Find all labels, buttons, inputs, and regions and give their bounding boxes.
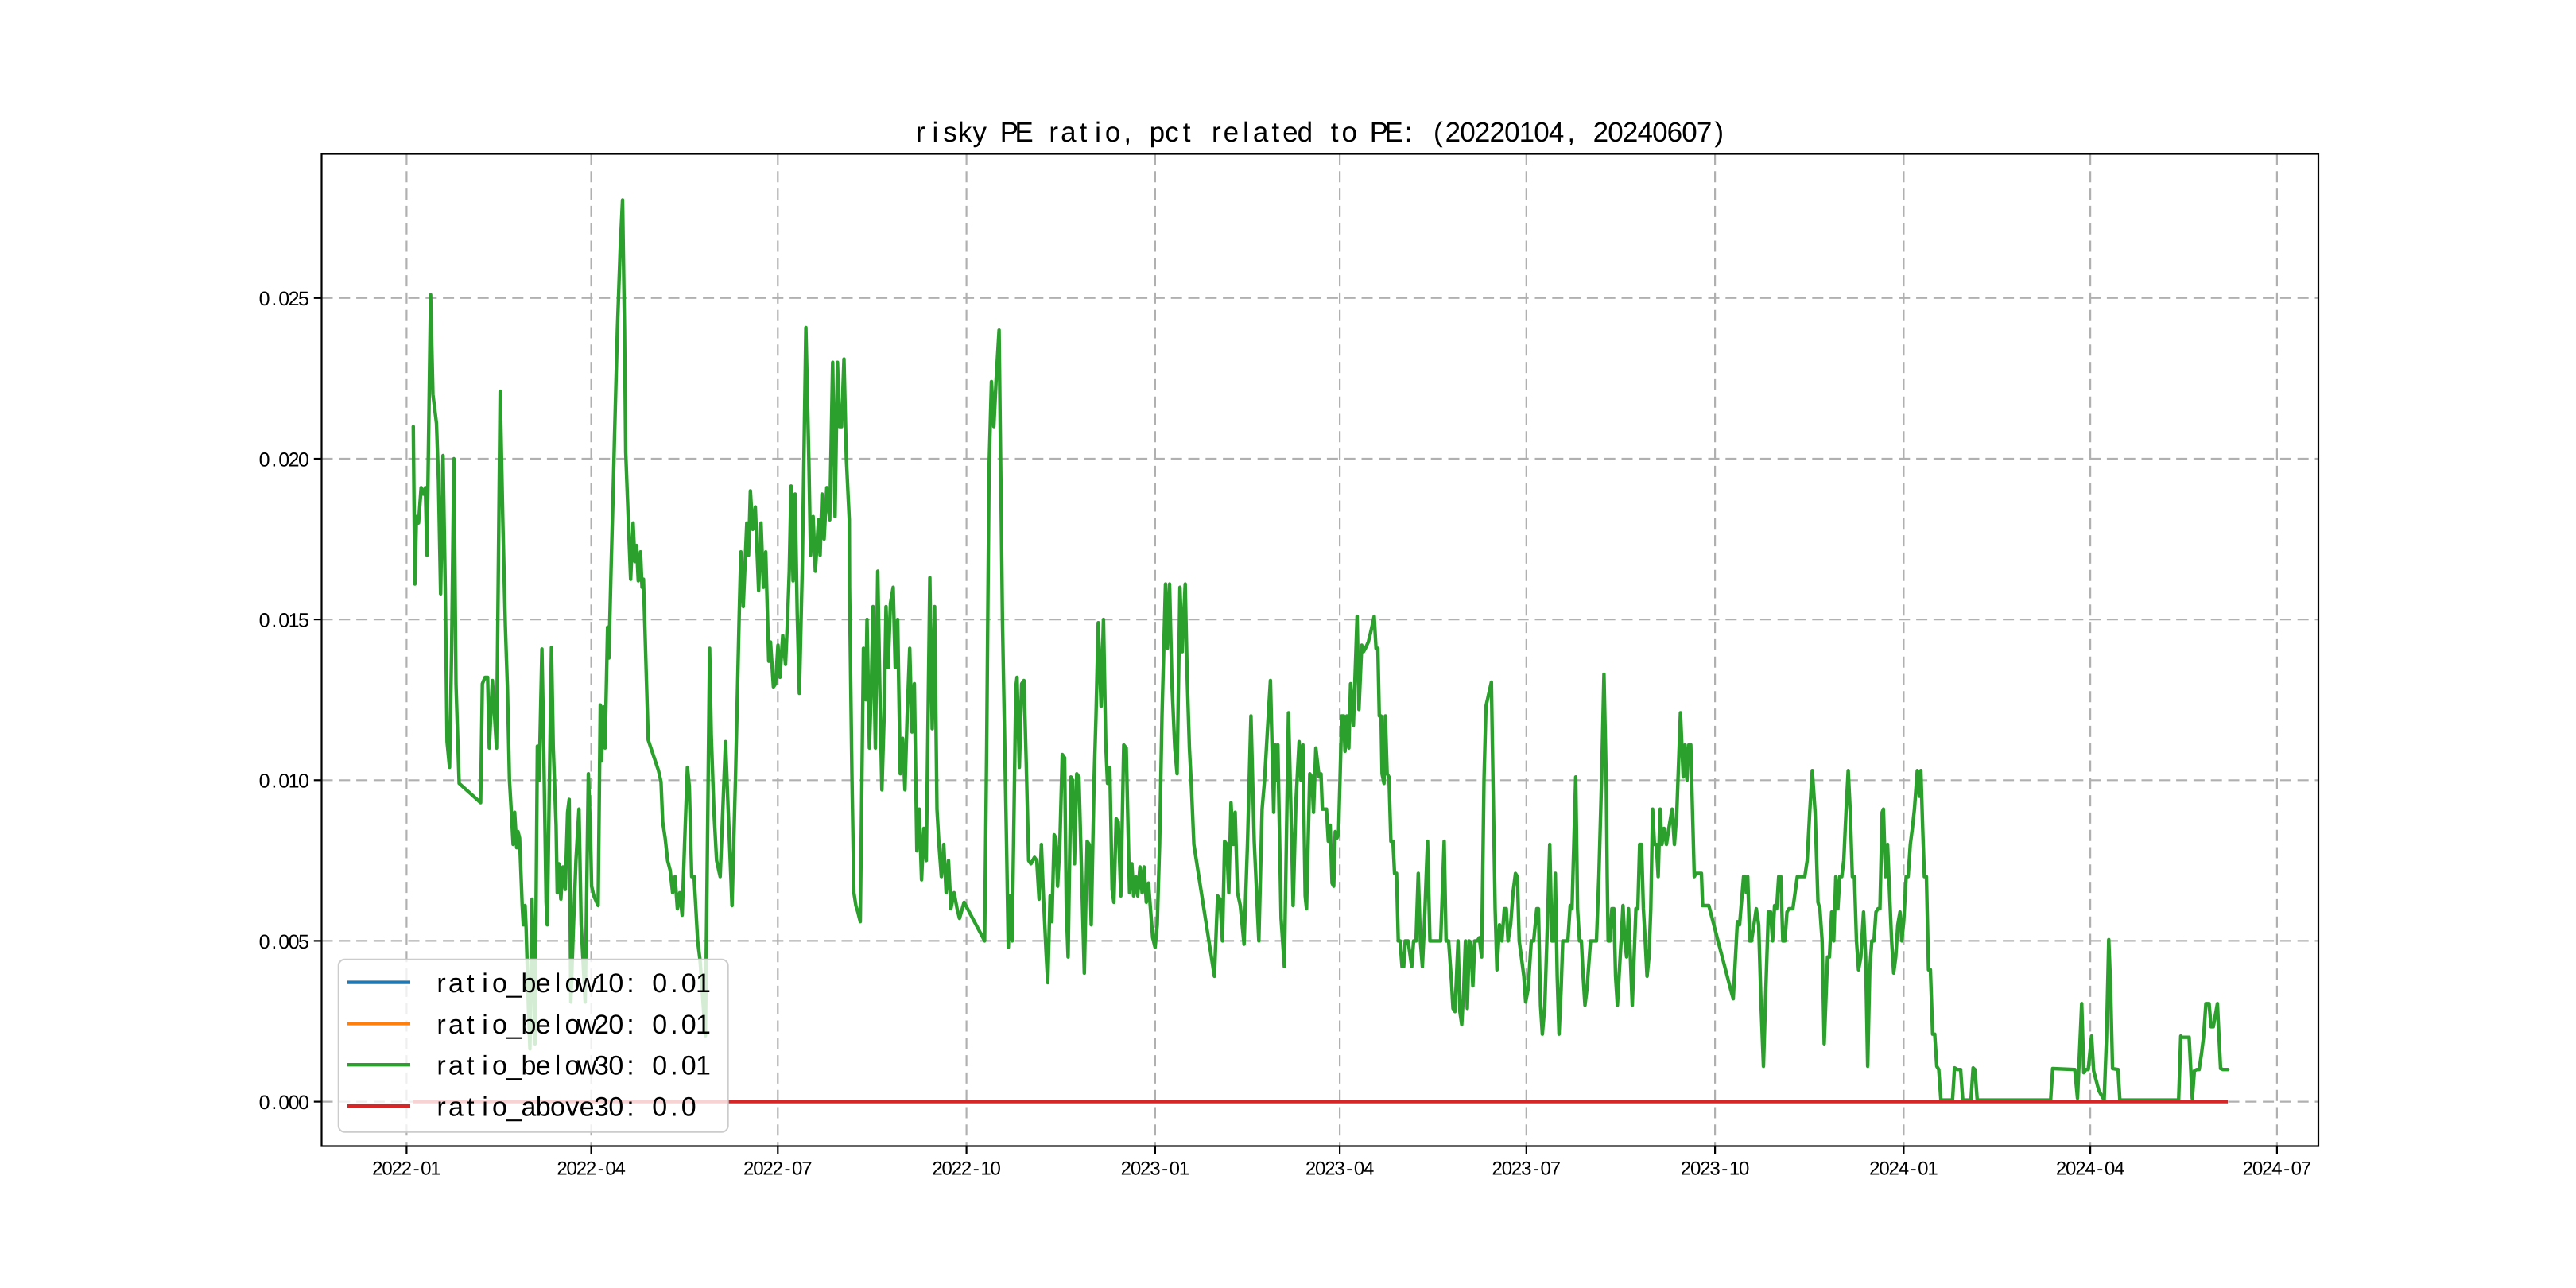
svg-text:0.000: 0.000	[259, 1092, 309, 1114]
svg-text:2022-01: 2022-01	[372, 1158, 441, 1180]
svg-text:risky PE ratio, pct related to: risky PE ratio, pct related to PE: (2022…	[916, 117, 1724, 148]
svg-text:0.005: 0.005	[259, 931, 309, 953]
svg-text:0.015: 0.015	[259, 610, 309, 632]
svg-text:ratio_below20: 0.01: ratio_below20: 0.01	[436, 1010, 711, 1040]
svg-text:2024-01: 2024-01	[1869, 1158, 1938, 1180]
svg-text:2023-01: 2023-01	[1121, 1158, 1190, 1180]
svg-text:0.010: 0.010	[259, 770, 309, 793]
svg-text:2024-04: 2024-04	[2056, 1158, 2125, 1180]
svg-text:2023-04: 2023-04	[1305, 1158, 1375, 1180]
svg-text:2024-07: 2024-07	[2243, 1158, 2312, 1180]
svg-text:0.020: 0.020	[259, 448, 309, 471]
svg-text:2023-07: 2023-07	[1492, 1158, 1562, 1180]
svg-text:2022-04: 2022-04	[557, 1158, 626, 1180]
svg-text:0.025: 0.025	[259, 288, 309, 310]
svg-text:ratio_below30: 0.01: ratio_below30: 0.01	[436, 1051, 711, 1081]
svg-text:ratio_below10: 0.01: ratio_below10: 0.01	[436, 968, 711, 999]
svg-text:2022-10: 2022-10	[932, 1158, 1001, 1180]
svg-text:2022-07: 2022-07	[743, 1158, 813, 1180]
svg-text:2023-10: 2023-10	[1681, 1158, 1750, 1180]
